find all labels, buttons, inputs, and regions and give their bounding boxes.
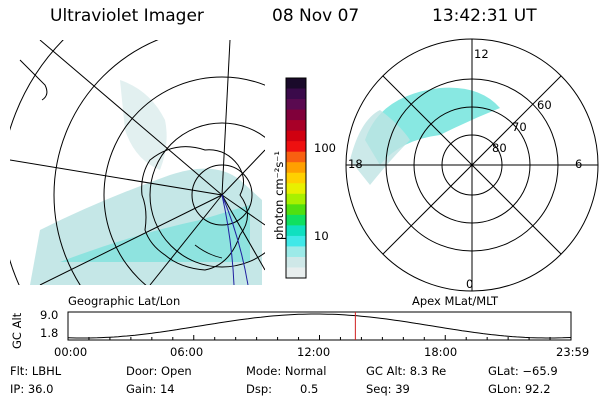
date-label: 08 Nov 07 xyxy=(272,6,360,26)
info-ip: IP: 36.0 xyxy=(10,382,54,396)
timeline-xtick-0600: 06:00 xyxy=(170,345,204,359)
timeline-plot xyxy=(67,311,572,341)
polar-label-0: 0 xyxy=(466,277,474,291)
info-seq: Seq: 39 xyxy=(366,382,410,396)
colorbar-segment xyxy=(286,151,306,163)
colorbar-frame xyxy=(285,77,307,279)
info-flt: Flt: LBHL xyxy=(10,364,62,378)
colorbar-segment xyxy=(286,225,306,237)
info-dsp-label: Dsp: xyxy=(246,382,273,396)
polar-plot xyxy=(345,38,599,292)
info-dsp-value: 0.5 xyxy=(300,382,319,396)
colorbar-segment xyxy=(286,130,306,142)
info-gcalt: GC Alt: 8.3 Re xyxy=(366,364,447,378)
colorbar-tick-10: 10 xyxy=(314,229,329,243)
colorbar-segment xyxy=(286,99,306,111)
colorbar-segment xyxy=(286,214,306,226)
polar-ring-80: 80 xyxy=(492,141,507,155)
colorbar-tick-100: 100 xyxy=(314,141,336,155)
colorbar-units-label: photon cm⁻²s⁻¹ xyxy=(272,151,286,240)
coastline xyxy=(141,146,248,271)
polar-ring-70: 70 xyxy=(512,120,527,134)
timeline-xtick-0000: 00:00 xyxy=(54,345,88,359)
apex-caption: Apex MLat/MLT xyxy=(412,294,499,308)
colorbar-segment xyxy=(286,141,306,153)
timeline-xtick-1800: 18:00 xyxy=(424,345,458,359)
info-mode: Mode: Normal xyxy=(246,364,327,378)
colorbar-segment xyxy=(286,256,306,268)
colorbar-segment xyxy=(286,172,306,184)
timeline-ytick-low: 1.8 xyxy=(40,326,59,340)
timeline-ytick-high: 9.0 xyxy=(40,308,59,322)
colorbar-segment xyxy=(286,183,306,195)
colorbar-segment xyxy=(286,88,306,100)
timeline-xtick-2359: 23:59 xyxy=(556,345,590,359)
instrument-title: Ultraviolet Imager xyxy=(50,6,204,26)
timeline-xtick-1200: 12:00 xyxy=(297,345,331,359)
time-label: 13:42:31 UT xyxy=(432,6,537,26)
colorbar-segment xyxy=(286,78,306,90)
geographic-caption: Geographic Lat/Lon xyxy=(68,294,181,308)
info-gain: Gain: 14 xyxy=(126,382,175,396)
colorbar-segment xyxy=(286,193,306,205)
polar-label-6: 6 xyxy=(575,157,583,171)
colorbar-segment xyxy=(286,120,306,132)
polar-label-18: 18 xyxy=(348,157,363,171)
colorbar-segment xyxy=(286,162,306,174)
info-glat: GLat: −65.9 xyxy=(488,364,558,378)
polar-ring-60: 60 xyxy=(537,98,552,112)
altitude-curve xyxy=(67,313,572,339)
geographic-map xyxy=(10,40,265,285)
info-glon: GLon: 92.2 xyxy=(488,382,551,396)
colorbar-segment xyxy=(286,109,306,121)
timeline-axis-label: GC Alt xyxy=(10,312,24,349)
colorbar-segment xyxy=(286,246,306,258)
colorbar-segment xyxy=(286,267,306,279)
colorbar-segment xyxy=(286,235,306,247)
info-door: Door: Open xyxy=(126,364,192,378)
colorbar-segment xyxy=(286,204,306,216)
color-bar xyxy=(285,77,307,279)
polar-label-12: 12 xyxy=(474,47,489,61)
